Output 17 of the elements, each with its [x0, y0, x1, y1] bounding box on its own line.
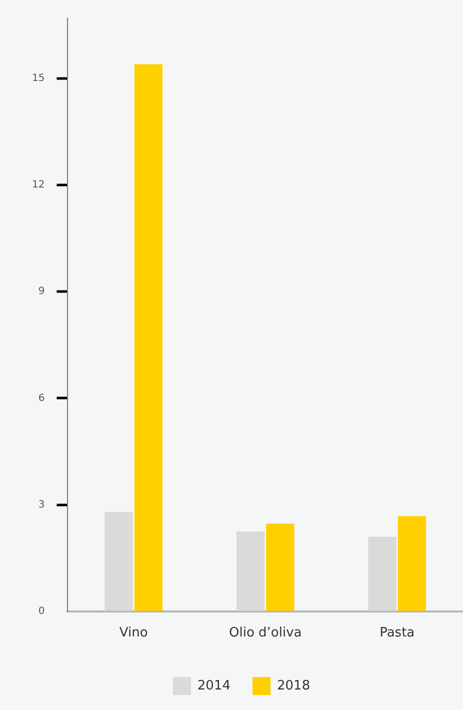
- y-tick-label: 15: [32, 73, 45, 84]
- y-tick-label: 12: [32, 180, 45, 191]
- bar: [134, 64, 163, 611]
- legend-label: 2014: [197, 678, 231, 694]
- bar: [266, 524, 294, 611]
- x-tick-label: Vino: [119, 626, 148, 641]
- y-tick-label: 0: [38, 606, 45, 617]
- y-tick-label: 9: [38, 286, 45, 298]
- bar: [368, 536, 396, 611]
- x-tick-label: Olio d’oliva: [228, 626, 302, 641]
- bar: [236, 531, 265, 611]
- bar: [398, 516, 426, 611]
- y-tick-label: 6: [38, 392, 45, 404]
- legend-label: 2018: [277, 678, 310, 694]
- x-tick-label: Pasta: [380, 626, 415, 641]
- y-tick-label: 3: [38, 499, 45, 510]
- bar: [104, 512, 133, 611]
